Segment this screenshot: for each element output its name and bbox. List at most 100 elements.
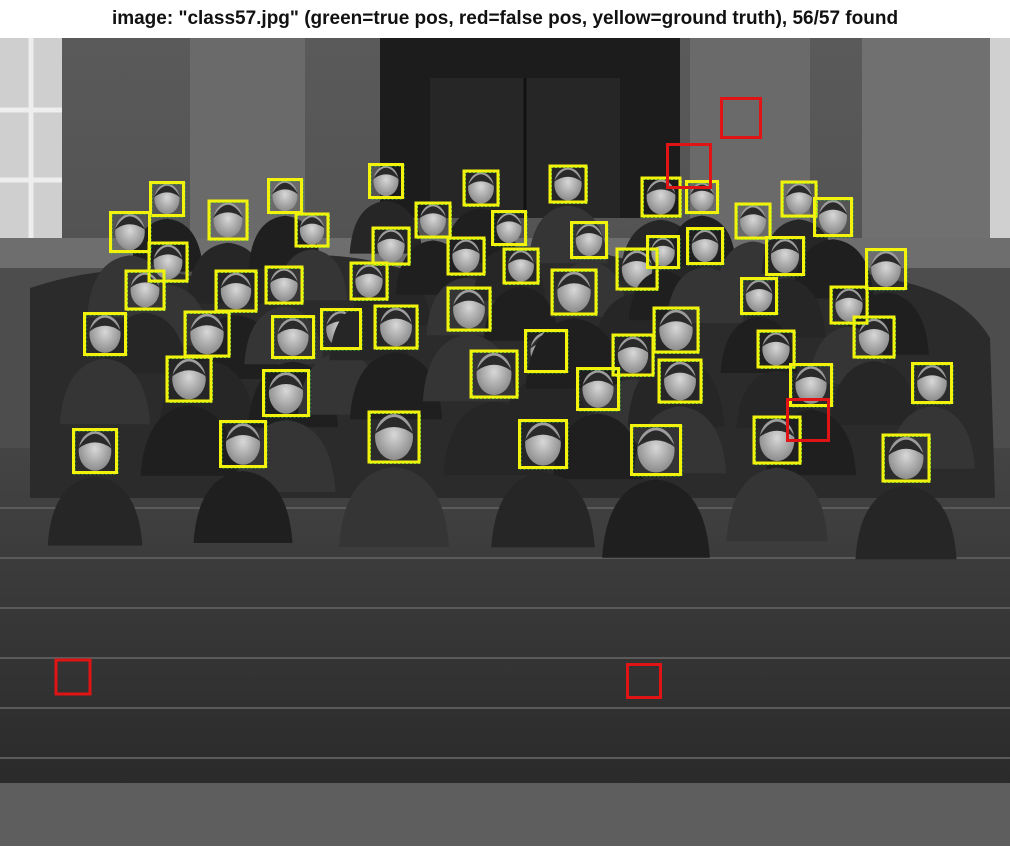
person-body — [339, 467, 449, 547]
ground-truth-box — [368, 163, 404, 199]
ground-truth-box — [789, 363, 833, 407]
person-hair — [354, 266, 384, 280]
ground-truth-box — [881, 433, 931, 483]
ground-truth-box — [657, 358, 703, 404]
person-body — [855, 485, 957, 560]
ground-truth-box — [446, 286, 492, 332]
false-positive-box — [666, 143, 712, 189]
figure-title: image: "class57.jpg" (green=true pos, re… — [111, 8, 899, 29]
person-hair — [794, 368, 828, 383]
person-hair — [621, 253, 653, 267]
person-hair — [452, 292, 486, 307]
ground-truth-box — [207, 199, 249, 241]
ground-truth-box — [765, 236, 805, 276]
ground-truth-box — [373, 304, 419, 350]
person-body — [140, 405, 238, 476]
person-hair — [475, 355, 513, 372]
ground-truth-box — [491, 210, 527, 246]
person-body — [830, 361, 918, 425]
person-body — [491, 472, 595, 548]
person-body — [483, 286, 559, 341]
ground-truth-box — [462, 169, 500, 207]
person-body — [395, 240, 471, 295]
person-body — [193, 471, 293, 543]
ground-truth-box — [219, 420, 267, 468]
ground-truth-box — [852, 315, 896, 359]
person-hair — [77, 433, 113, 449]
person-hair — [153, 185, 181, 198]
person-hair — [524, 425, 562, 442]
ground-truth-box — [294, 212, 330, 248]
ground-truth-box — [550, 268, 598, 316]
ground-truth-box — [524, 329, 568, 373]
person-hair — [495, 214, 523, 227]
false-positive-box — [786, 398, 830, 442]
ground-truth-box — [367, 410, 421, 464]
person-hair — [739, 207, 767, 220]
person-body — [602, 479, 710, 558]
ground-truth-box — [124, 269, 166, 311]
ground-truth-box — [502, 247, 540, 285]
person-hair — [467, 174, 495, 187]
ground-truth-box — [646, 235, 680, 269]
person-hair — [212, 204, 244, 219]
ground-truth-box — [147, 241, 189, 283]
person-hair — [617, 339, 649, 353]
ground-truth-box — [911, 362, 953, 404]
person-hair — [870, 253, 902, 268]
ground-truth-box — [570, 221, 608, 259]
person-hair — [129, 274, 161, 289]
person-hair — [658, 312, 694, 328]
ground-truth-box — [518, 419, 568, 469]
ground-truth-box — [214, 269, 258, 313]
ground-truth-box — [349, 261, 389, 301]
ground-truth-box — [576, 367, 620, 411]
person-hair — [268, 375, 304, 391]
person-hair — [152, 246, 184, 261]
ground-truth-box — [611, 333, 655, 377]
person-hair — [271, 182, 299, 195]
ground-truth-box — [264, 265, 304, 305]
false-positive-box — [54, 658, 92, 696]
person-hair — [220, 275, 252, 289]
ground-truth-box — [320, 308, 362, 350]
person-hair — [691, 232, 719, 245]
ground-truth-box — [149, 181, 185, 217]
person-hair — [818, 202, 848, 216]
person-hair — [770, 241, 800, 255]
person-body — [47, 476, 143, 546]
ground-truth-box — [652, 306, 700, 354]
person-hair — [189, 316, 225, 332]
ground-truth-box — [548, 164, 588, 204]
ground-truth-box — [72, 428, 118, 474]
ground-truth-box — [267, 178, 303, 214]
ground-truth-box — [446, 236, 486, 276]
person-body — [552, 413, 644, 480]
person-hair — [581, 372, 615, 387]
person-body — [349, 352, 443, 420]
person-hair — [834, 290, 864, 304]
person-hair — [171, 361, 207, 377]
ground-truth-box — [630, 424, 682, 476]
person-hair — [376, 231, 406, 245]
person-body — [726, 467, 828, 542]
person-hair — [269, 270, 299, 284]
person-hair — [276, 320, 310, 335]
ground-truth-box — [109, 211, 151, 253]
photo-canvas — [0, 38, 1010, 846]
person-hair — [556, 274, 592, 290]
person-hair — [553, 169, 583, 183]
person-hair — [916, 367, 948, 382]
person-hair — [507, 252, 535, 265]
person-hair — [88, 317, 122, 332]
ground-truth-box — [640, 176, 682, 218]
ground-truth-box — [829, 285, 869, 325]
ground-truth-box — [414, 201, 452, 239]
person-hair — [374, 417, 414, 435]
person-hair — [419, 206, 447, 219]
ground-truth-box — [262, 369, 310, 417]
ground-truth-box — [83, 312, 127, 356]
person-hair — [451, 241, 481, 255]
false-positive-box — [720, 97, 762, 139]
person-hair — [887, 439, 925, 456]
